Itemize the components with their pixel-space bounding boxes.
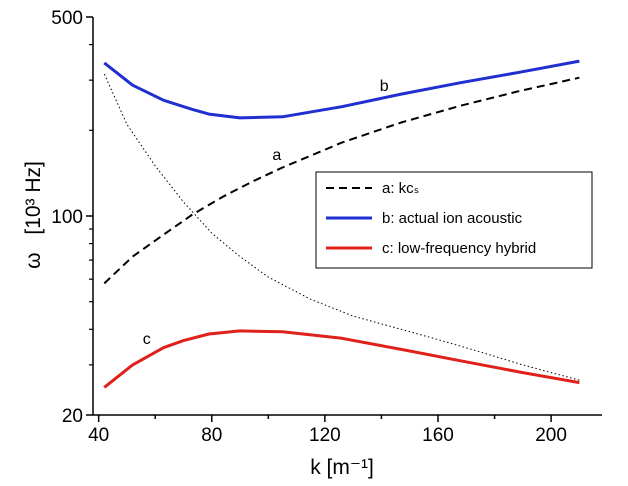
x-tick-label: 40 [88,425,109,446]
ticks: 40 80 120 160 200 20 100 500 [51,8,567,446]
y-tick-label: 500 [51,8,83,29]
series [103,59,580,389]
y-axis-title: ω [10³ Hz] [22,161,45,269]
curve-labels: a b c [143,78,389,348]
legend-label-b: b: actual ion acoustic [382,210,523,227]
x-tick-label: 80 [201,425,222,446]
series-line-c [103,329,580,389]
y-axis-units: [10³ Hz] [22,161,45,235]
curve-label-b: b [380,78,389,95]
curve-label-c: c [143,331,151,348]
series-line-dotted [103,73,580,381]
y-tick-label: 100 [51,207,83,228]
legend-box [315,171,593,269]
svg-text:ω [10³ Hz]: ω [10³ Hz] [22,161,45,269]
series-line-b [103,59,580,120]
x-tick-label: 200 [535,425,567,446]
x-tick-label: 120 [309,425,341,446]
x-tick-label: 160 [422,425,454,446]
y-tick-label: 20 [62,406,83,427]
curve-label-a: a [272,147,281,164]
legend-label-c: c: low-frequency hybrid [382,240,536,257]
y-axis-symbol: ω [22,252,45,268]
legend-label-a: a: kcₛ [382,180,419,197]
series-line-a [103,76,580,285]
legend: a: kcₛ b: actual ion acoustic c: low-frequ… [315,171,593,269]
x-axis-title: k [m⁻¹] [310,456,374,479]
